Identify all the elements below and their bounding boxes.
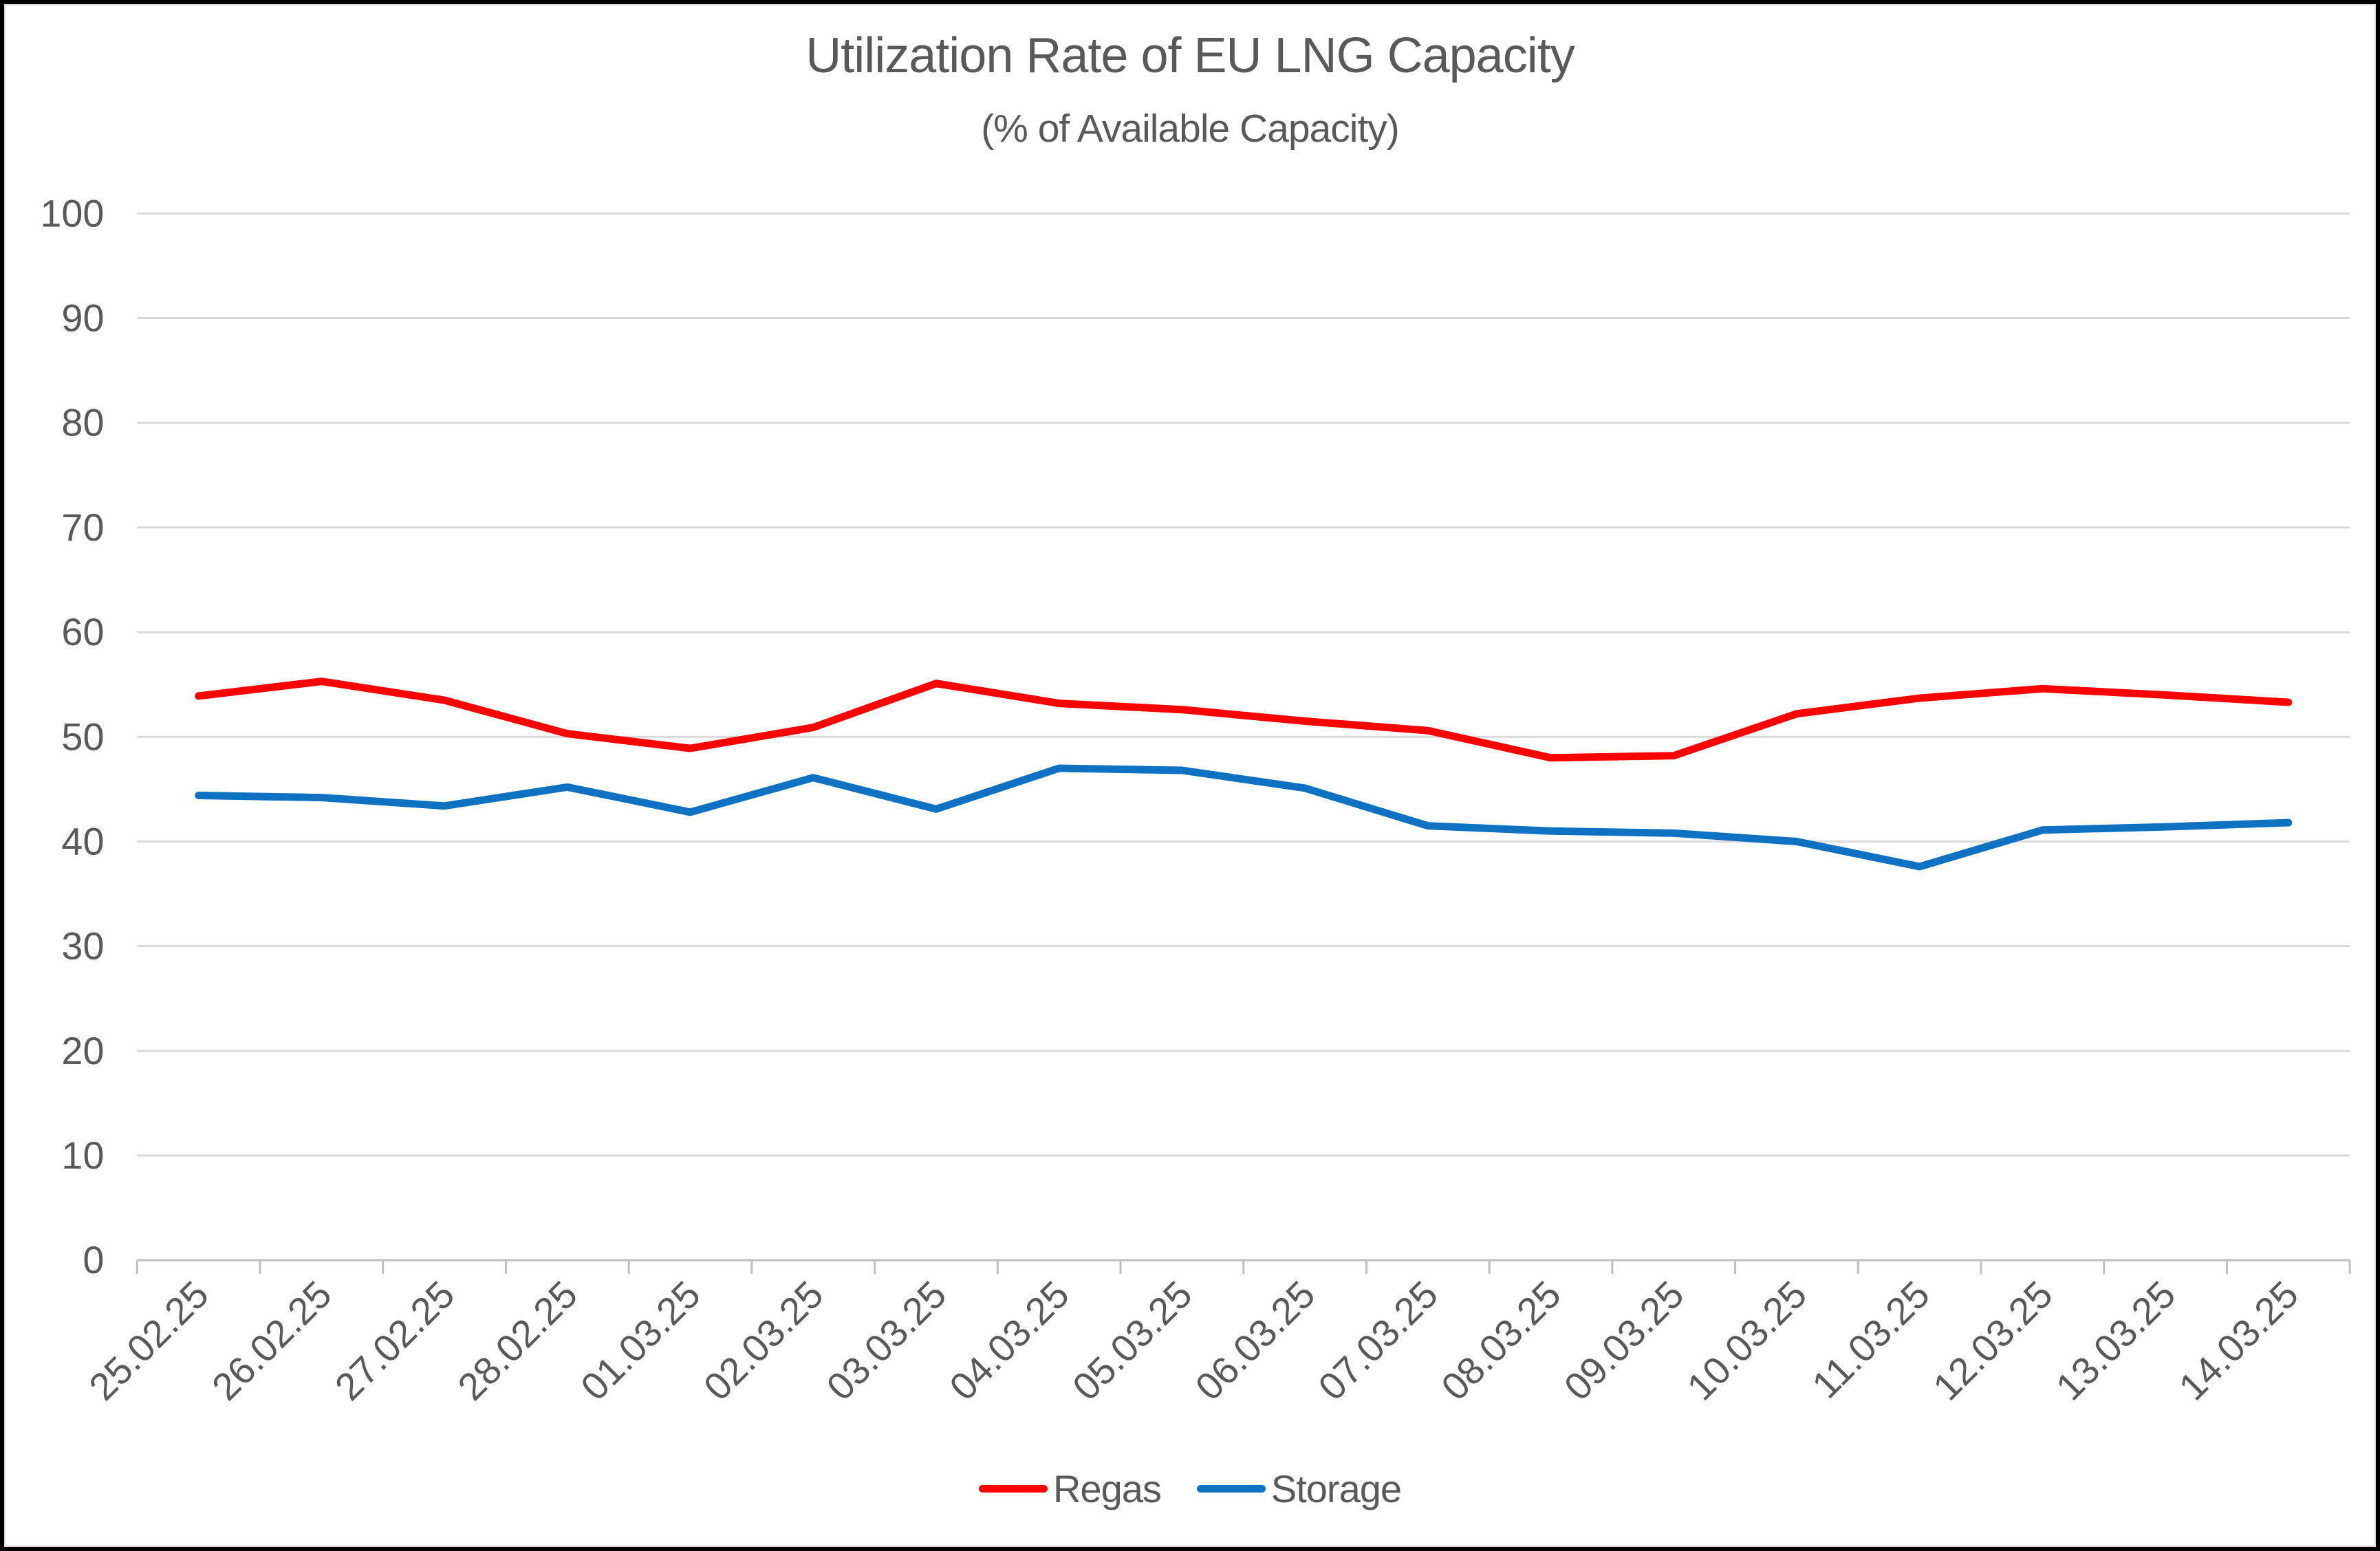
storage-line-swatch-icon xyxy=(1196,1485,1266,1493)
series-line-storage xyxy=(195,764,2293,871)
legend-label-storage: Storage xyxy=(1270,1467,1402,1510)
y-axis-tick-label: 40 xyxy=(61,821,104,863)
x-axis-tick-label: 10.03.25 xyxy=(1679,1273,1815,1409)
x-axis-tick-label: 28.02.25 xyxy=(450,1273,585,1409)
x-axis-tick-label: 12.03.25 xyxy=(1925,1273,2060,1409)
y-axis-tick-label: 80 xyxy=(61,402,104,444)
chart-legend: Regas Storage xyxy=(978,1466,1402,1511)
line-chart-plot-area: 0 10 20 30 40 50 60 70 80 90 100 25.02.2526.02.2527… xyxy=(40,192,2351,1409)
y-axis-tick-label: 20 xyxy=(61,1030,104,1072)
x-axis-tick-label: 03.03.25 xyxy=(819,1273,954,1409)
y-axis-tick-label: 30 xyxy=(61,925,104,968)
y-axis-tick-label: 90 xyxy=(61,297,104,340)
x-axis-tick-label: 06.03.25 xyxy=(1187,1273,1323,1409)
x-axis-tick-label: 08.03.25 xyxy=(1433,1273,1568,1409)
y-axis-tick-label: 10 xyxy=(61,1134,104,1177)
x-axis-tick-label: 13.03.25 xyxy=(2048,1273,2183,1409)
x-axis-tick-label: 25.02.25 xyxy=(81,1273,217,1409)
legend-item-storage: Storage xyxy=(1196,1466,1402,1511)
x-axis-tick-label: 14.03.25 xyxy=(2171,1273,2306,1409)
regas-line-swatch-icon xyxy=(978,1485,1048,1493)
chart-title: Utilization Rate of EU LNG Capacity xyxy=(805,28,1575,83)
y-axis-tick-label: 50 xyxy=(61,715,104,758)
x-axis-tick-label: 09.03.25 xyxy=(1556,1273,1691,1409)
x-axis-tick-label: 04.03.25 xyxy=(942,1273,1077,1409)
y-axis-tick-label: 0 xyxy=(83,1239,104,1281)
x-axis-tick-label: 27.02.25 xyxy=(327,1273,462,1409)
x-axis-tick-label: 05.03.25 xyxy=(1064,1273,1200,1409)
legend-label-regas: Regas xyxy=(1052,1467,1162,1510)
legend-item-regas: Regas xyxy=(978,1466,1162,1511)
x-axis-tick-label: 11.03.25 xyxy=(1804,1273,1938,1407)
y-axis-tick-label: 70 xyxy=(61,506,104,549)
x-axis-tick-label: 07.03.25 xyxy=(1310,1273,1446,1409)
y-axis-tick-label: 100 xyxy=(40,192,104,235)
x-axis-tick-label: 02.03.25 xyxy=(695,1273,831,1409)
x-axis-tick-label: 26.02.25 xyxy=(204,1273,339,1409)
y-axis-tick-label: 60 xyxy=(61,611,104,653)
chart-subtitle: (% of Available Capacity) xyxy=(981,107,1400,151)
x-axis-tick-label: 01.03.25 xyxy=(572,1273,708,1409)
series-line-regas xyxy=(195,677,2293,762)
